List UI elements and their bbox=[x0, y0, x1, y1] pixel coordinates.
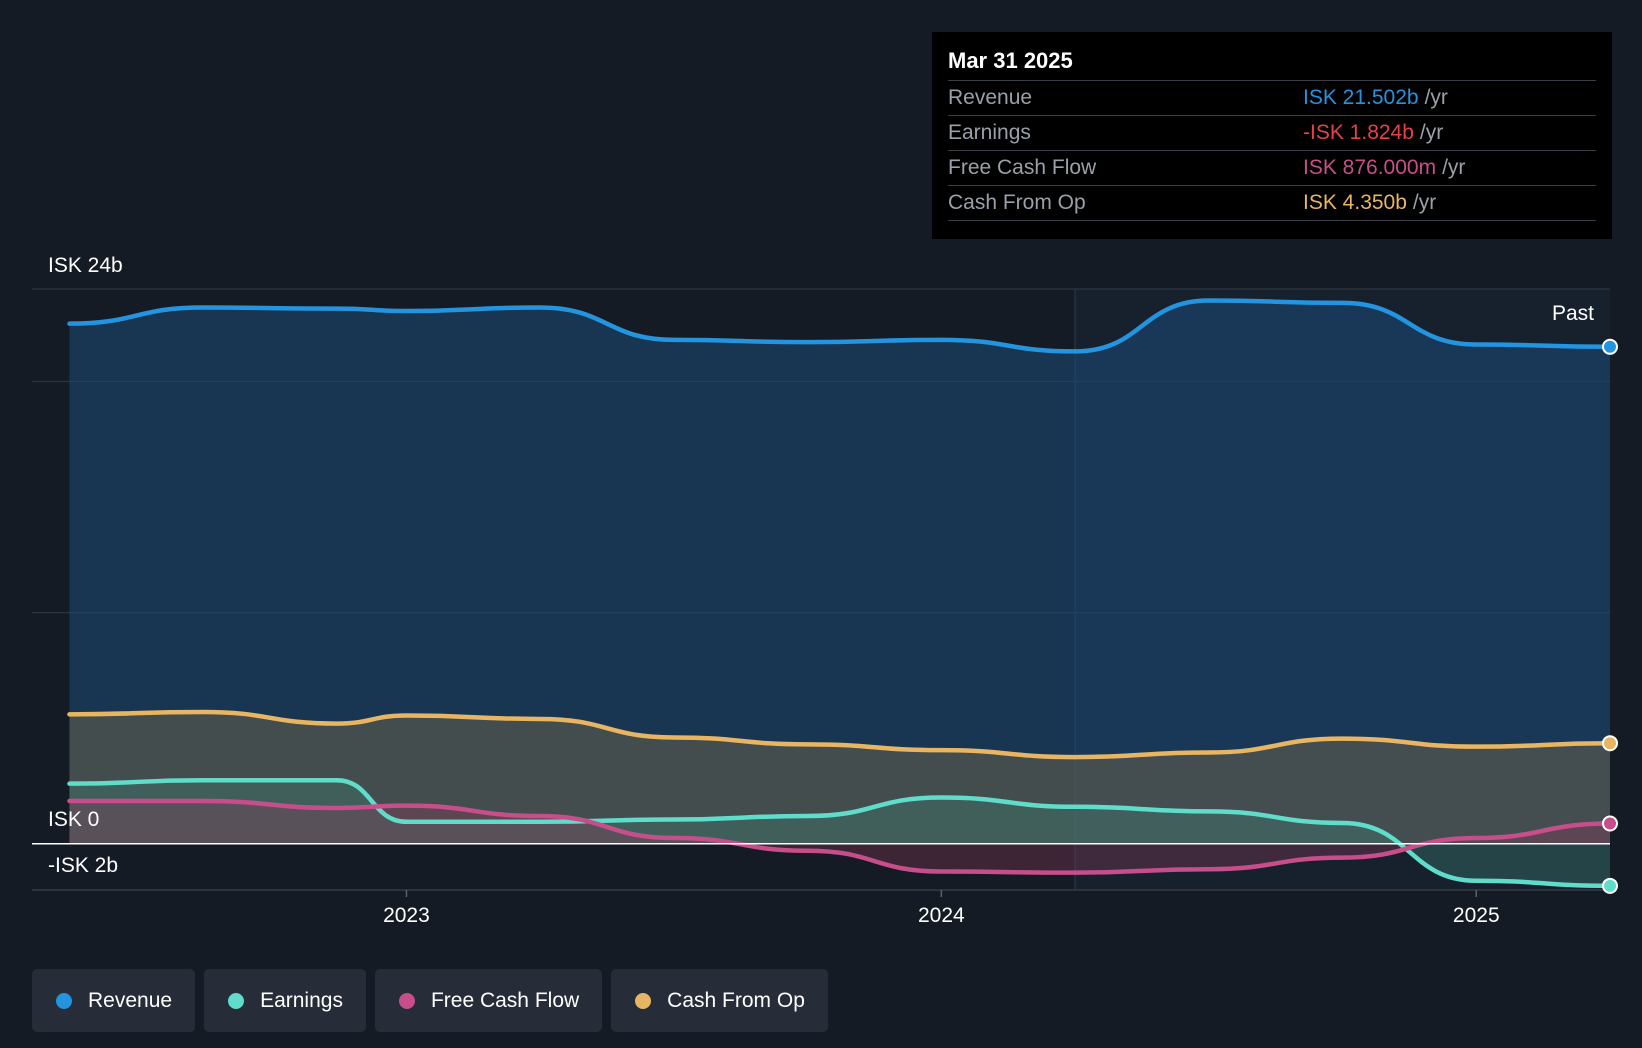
legend-item-earnings[interactable]: Earnings bbox=[204, 969, 366, 1032]
legend-dot-icon bbox=[635, 992, 652, 1009]
area-revenue bbox=[69, 300, 1610, 844]
tooltip-name: Revenue bbox=[948, 86, 1033, 109]
legend-dot-icon bbox=[56, 992, 72, 1009]
series-endpoints bbox=[1602, 338, 1618, 894]
tooltip-row-revenue: Revenue ISK 21.502b /yr bbox=[948, 81, 1596, 116]
line-free-cash-flow bbox=[67, 798, 1613, 875]
legend-label: Earnings bbox=[260, 988, 343, 1012]
x-tick-label: 2023 bbox=[383, 904, 430, 927]
series-lines bbox=[67, 298, 1613, 889]
tooltip-row-cash-from-op: Cash From Op ISK 4.350b /yr bbox=[948, 186, 1596, 221]
line-earnings bbox=[67, 777, 1613, 889]
legend-label: Free Cash Flow bbox=[430, 988, 580, 1012]
line-cash-from-op bbox=[67, 709, 1613, 760]
legend-dot-icon bbox=[228, 992, 245, 1009]
tooltip-value: ISK 21.502b bbox=[1303, 86, 1419, 109]
tooltip-name: Earnings bbox=[948, 121, 1031, 144]
legend: Revenue Earnings Free Cash Flow Cash Fro… bbox=[32, 969, 828, 1032]
past-label: Past bbox=[1552, 302, 1594, 325]
tooltip-name: Free Cash Flow bbox=[948, 156, 1097, 179]
legend-item-cash-from-op[interactable]: Cash From Op bbox=[611, 969, 828, 1032]
area-free-cash-flow bbox=[69, 801, 1610, 873]
tooltip-unit: /yr bbox=[1419, 121, 1444, 144]
endpoint-earnings bbox=[1602, 877, 1618, 894]
tooltip-value: ISK 876.000m bbox=[1303, 156, 1437, 179]
tooltip-value: -ISK 1.824b bbox=[1303, 121, 1414, 144]
area-earnings bbox=[69, 780, 1610, 886]
legend-label: Cash From Op bbox=[667, 988, 805, 1012]
tooltip-name: Cash From Op bbox=[948, 191, 1086, 214]
legend-item-revenue[interactable]: Revenue bbox=[32, 969, 196, 1032]
tooltip-row-earnings: Earnings -ISK 1.824b /yr bbox=[948, 116, 1596, 151]
endpoint-cash-from-op bbox=[1602, 735, 1618, 752]
legend-dot-icon bbox=[398, 992, 415, 1009]
endpoint-revenue bbox=[1602, 338, 1618, 355]
line-revenue bbox=[67, 298, 1613, 354]
y-label-negative: -ISK 2b bbox=[48, 854, 118, 877]
y-label-top: ISK 24b bbox=[48, 254, 123, 277]
tooltip: Mar 31 2025 Revenue ISK 21.502b /yr Earn… bbox=[932, 32, 1612, 239]
x-tick-label: 2024 bbox=[918, 904, 965, 927]
x-tick-label: 2025 bbox=[1453, 904, 1500, 927]
endpoint-free-cash-flow bbox=[1602, 815, 1618, 832]
tooltip-date: Mar 31 2025 bbox=[948, 46, 1596, 81]
tooltip-unit: /yr bbox=[1442, 156, 1466, 179]
tooltip-unit: /yr bbox=[1412, 191, 1437, 214]
legend-item-free-cash-flow[interactable]: Free Cash Flow bbox=[374, 969, 603, 1032]
tooltip-unit: /yr bbox=[1424, 86, 1448, 109]
tooltip-row-free-cash-flow: Free Cash Flow ISK 876.000m /yr bbox=[948, 151, 1596, 186]
series-areas bbox=[69, 300, 1610, 886]
tooltip-value: ISK 4.350b bbox=[1303, 191, 1407, 214]
y-label-zero: ISK 0 bbox=[48, 808, 99, 831]
legend-label: Revenue bbox=[88, 988, 173, 1012]
x-axis-ticks: 2023 2024 2025 bbox=[383, 890, 1500, 927]
